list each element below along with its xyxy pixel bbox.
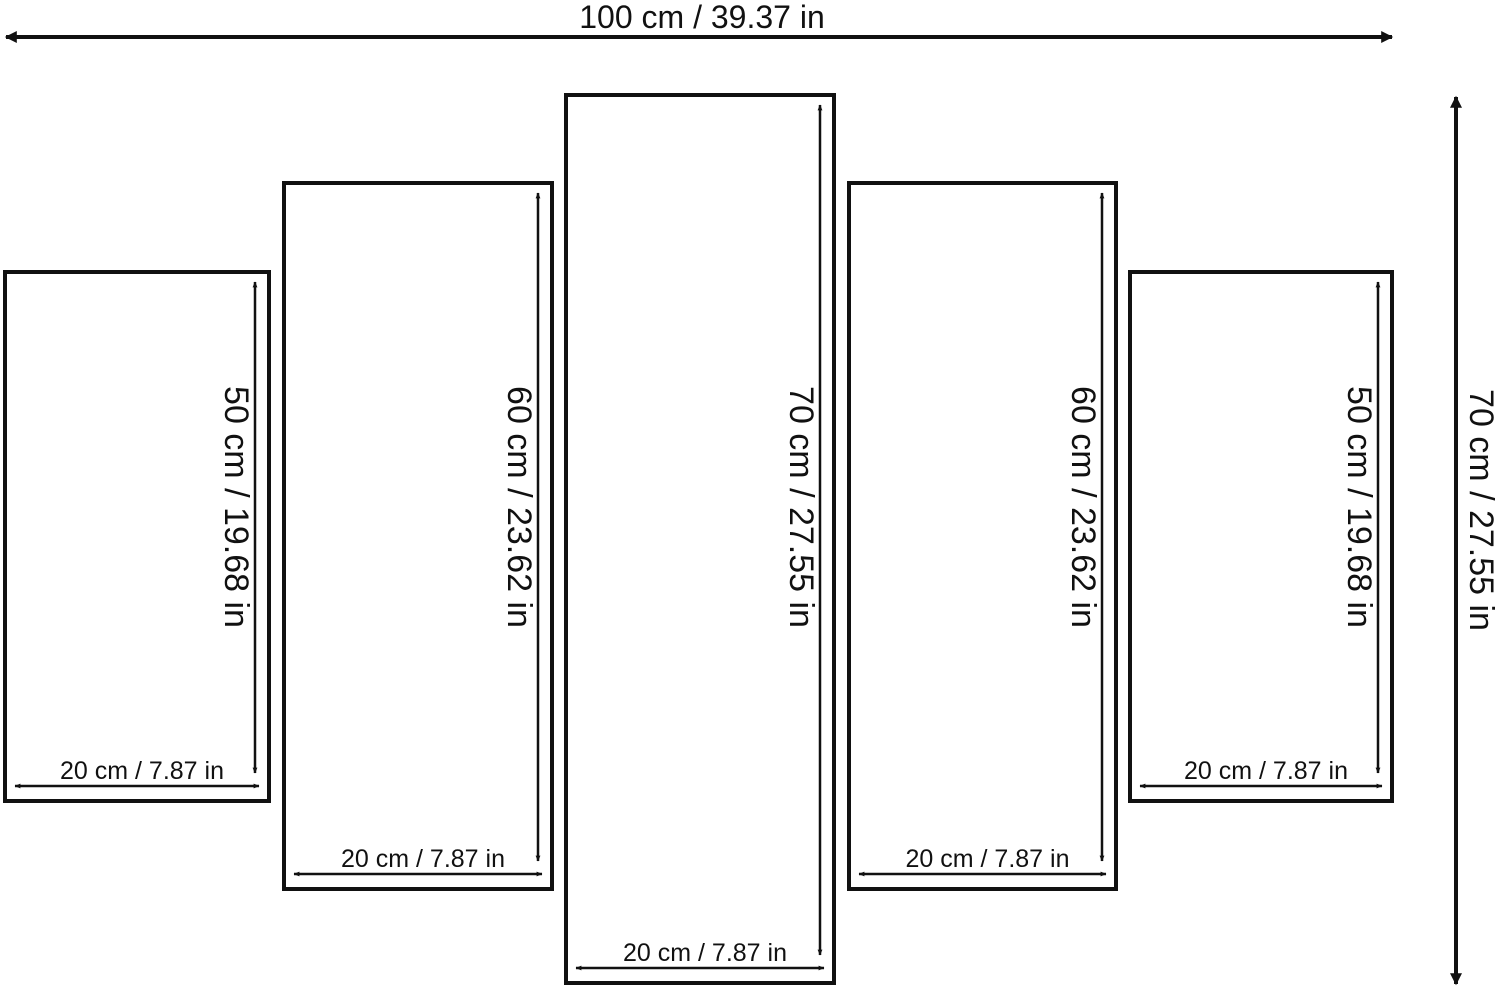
panel-height-label: 60 cm / 23.62 in: [500, 386, 538, 628]
panel: [282, 181, 554, 891]
panel-height-label: 50 cm / 19.68 in: [1340, 386, 1378, 628]
panel: [847, 181, 1118, 891]
panel-width-label: 20 cm / 7.87 in: [623, 939, 787, 967]
total-height-label: 70 cm / 27.55 in: [1462, 389, 1500, 631]
panel-height-label: 50 cm / 19.68 in: [217, 386, 255, 628]
panel: [3, 270, 271, 803]
panel-width-label: 20 cm / 7.87 in: [341, 845, 505, 873]
panel-width-label: 20 cm / 7.87 in: [60, 757, 224, 785]
panel-width-label: 20 cm / 7.87 in: [906, 845, 1070, 873]
panel: [1128, 270, 1394, 803]
panel-height-label: 70 cm / 27.55 in: [782, 386, 820, 628]
panel-width-label: 20 cm / 7.87 in: [1184, 757, 1348, 785]
panel: [564, 93, 836, 985]
total-width-label: 100 cm / 39.37 in: [579, 0, 824, 35]
panel-height-label: 60 cm / 23.62 in: [1064, 386, 1102, 628]
